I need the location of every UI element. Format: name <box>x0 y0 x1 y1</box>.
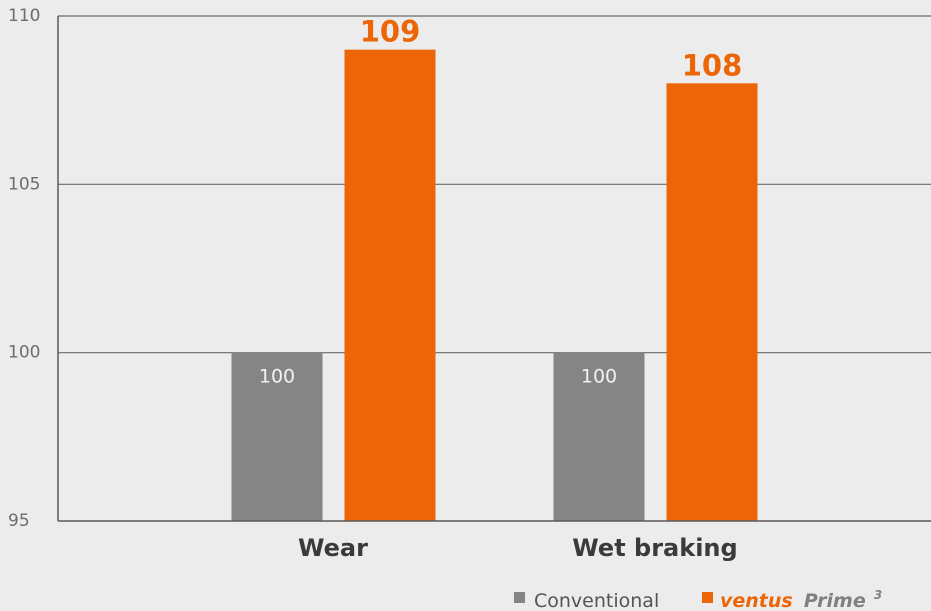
legend-brand-name: ventus <box>720 590 793 611</box>
x-axis-categories: Wear Wet braking <box>298 534 738 562</box>
bar-wet-braking-series-0 <box>553 352 645 521</box>
bars <box>231 49 758 522</box>
gridlines <box>58 15 931 354</box>
legend: Conventional ventus Prime 3 <box>514 588 882 611</box>
data-label-wear-series-0: 100 <box>259 366 295 388</box>
x-category-label-1: Wet braking <box>572 534 737 562</box>
legend-label-conventional: Conventional <box>534 590 659 611</box>
y-tick-label-100: 100 <box>8 343 40 363</box>
data-label-wear-series-1: 109 <box>360 15 421 49</box>
bar-wet-braking-series-1 <box>666 83 758 521</box>
legend-brand-sup: 3 <box>874 588 882 602</box>
y-tick-label-105: 105 <box>8 174 40 194</box>
bar-wear-series-1 <box>344 49 436 522</box>
data-label-wet-braking-series-0: 100 <box>581 366 617 388</box>
legend-swatch-conventional <box>514 592 525 603</box>
data-label-wet-braking-series-1: 108 <box>682 48 743 82</box>
y-tick-label-95: 95 <box>8 511 30 531</box>
legend-label-brand: ventus Prime 3 <box>720 588 882 611</box>
y-tick-label-110: 110 <box>8 6 40 26</box>
legend-swatch-brand <box>702 592 713 603</box>
bar-wear-series-0 <box>231 352 323 521</box>
y-axis-ticks: 95 100 105 110 <box>8 6 40 531</box>
x-category-label-0: Wear <box>298 534 368 562</box>
data-labels: 100 109 100 108 <box>259 15 742 388</box>
legend-brand-suffix: Prime <box>804 590 866 611</box>
